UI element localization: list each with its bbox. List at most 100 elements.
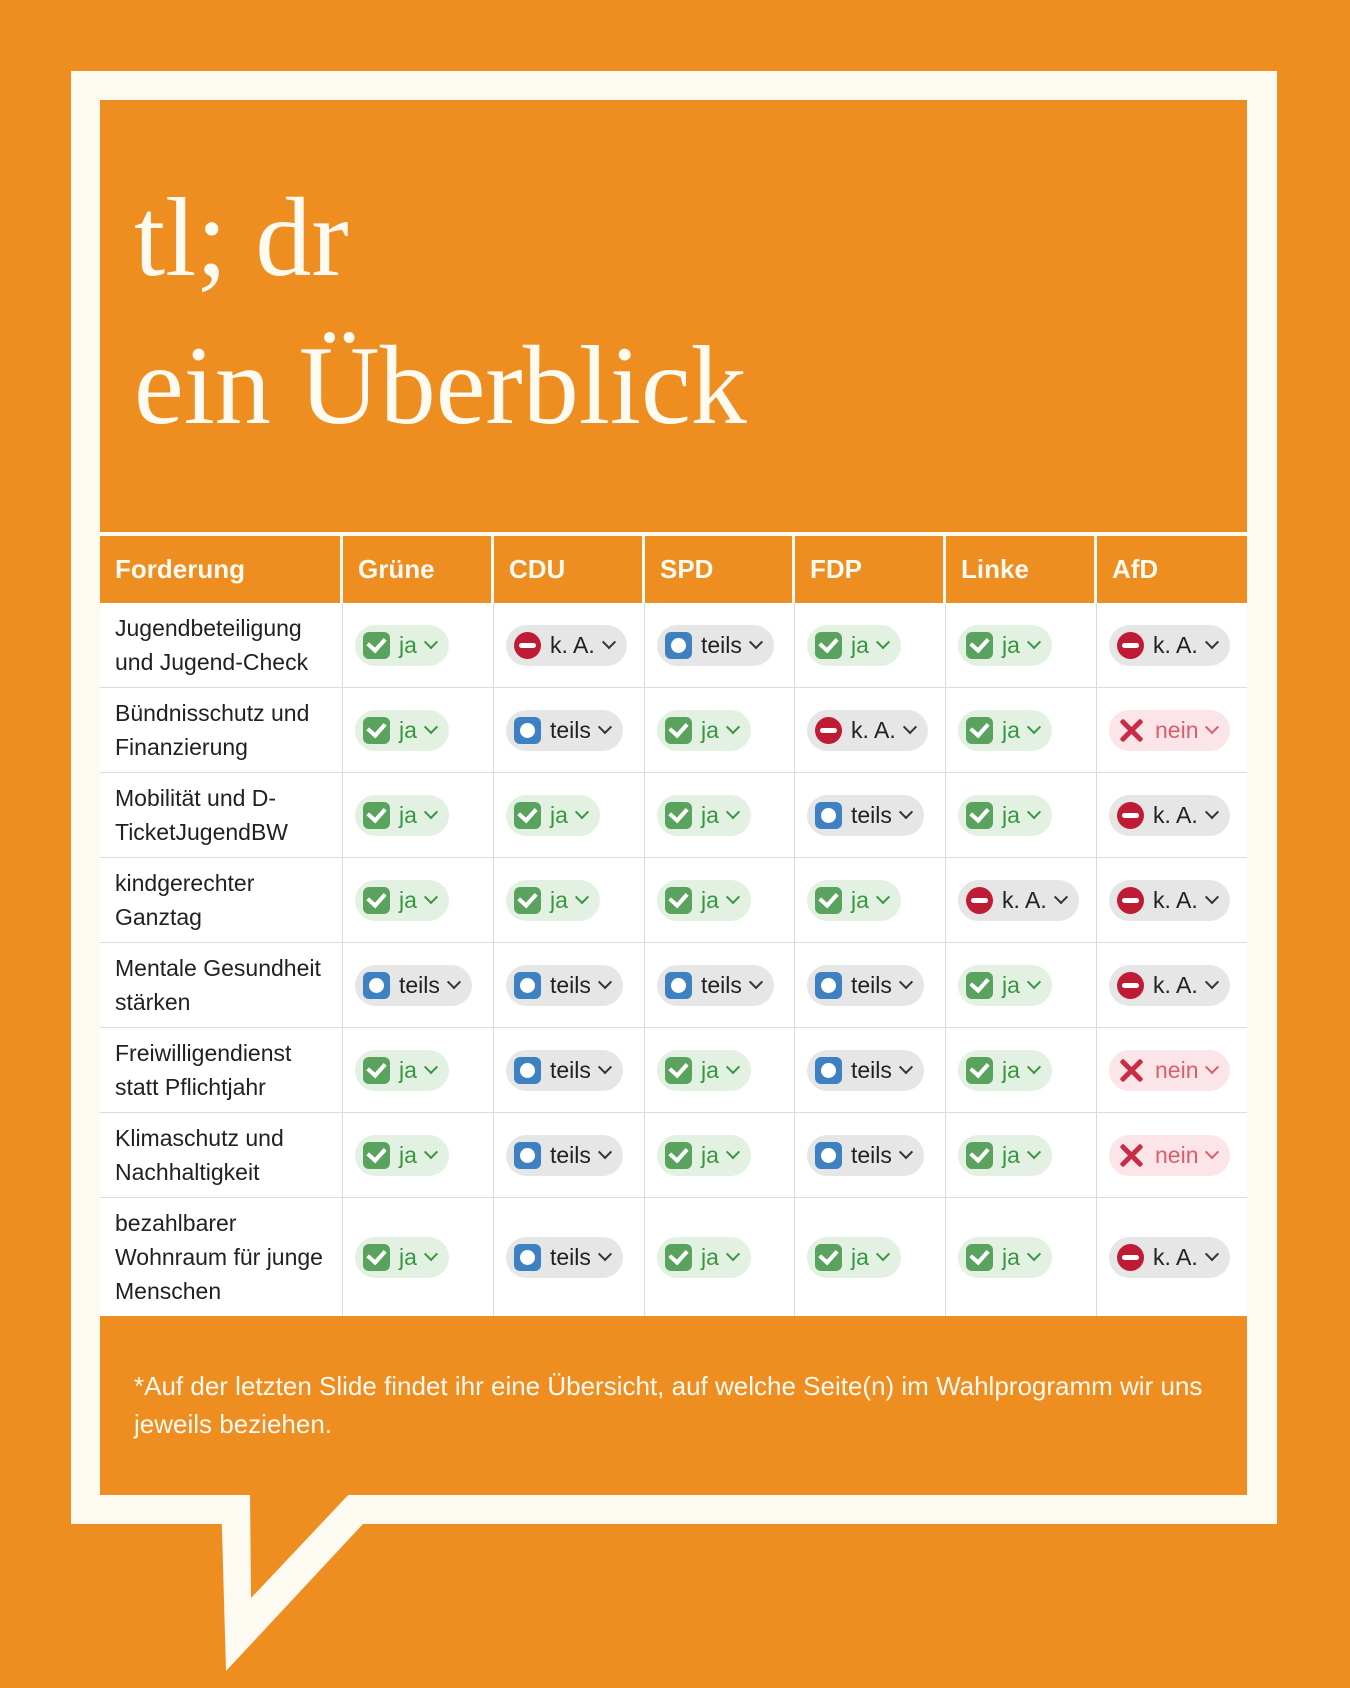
status-badge-teils[interactable]: teils	[506, 1134, 623, 1176]
chevron-down-icon	[423, 1145, 438, 1160]
status-label: ja	[1002, 1056, 1020, 1083]
status-badge-ja[interactable]: ja	[958, 964, 1052, 1006]
status-badge-ka[interactable]: k. A.	[506, 624, 627, 666]
status-badge-nein[interactable]: nein	[1109, 1049, 1231, 1091]
status-badge-teils[interactable]: teils	[657, 964, 774, 1006]
status-badge-ja[interactable]: ja	[958, 1134, 1052, 1176]
status-label: k. A.	[1153, 631, 1198, 658]
table-row: bezahlbarer Wohnraum für junge Menschen j…	[100, 1198, 1247, 1316]
status-badge-ja[interactable]: ja	[355, 1134, 449, 1176]
status-label: ja	[399, 1243, 417, 1270]
chevron-down-icon	[898, 1060, 913, 1075]
status-badge-ja[interactable]: ja	[657, 1134, 751, 1176]
status-badge-ja[interactable]: ja	[355, 709, 449, 751]
status-badge-ja[interactable]: ja	[657, 794, 751, 836]
status-badge-nein[interactable]: nein	[1109, 1134, 1231, 1176]
status-cell: ja	[645, 773, 795, 857]
status-badge-teils[interactable]: teils	[506, 964, 623, 1006]
status-cell: ja	[946, 1198, 1097, 1316]
status-label: k. A.	[1153, 1243, 1198, 1270]
status-badge-ja[interactable]: ja	[355, 794, 449, 836]
status-label: teils	[851, 1141, 892, 1168]
chevron-down-icon	[423, 635, 438, 650]
chevron-down-icon	[1204, 805, 1219, 820]
status-label: teils	[550, 1243, 591, 1270]
no-entry-icon	[1117, 631, 1144, 659]
chevron-down-icon	[597, 1247, 612, 1262]
status-badge-ja[interactable]: ja	[355, 1236, 449, 1278]
chevron-down-icon	[1026, 1145, 1041, 1160]
status-badge-ja[interactable]: ja	[807, 624, 901, 666]
status-badge-teils[interactable]: teils	[355, 964, 472, 1006]
status-badge-ja[interactable]: ja	[355, 879, 449, 921]
status-badge-ja[interactable]: ja	[657, 709, 751, 751]
status-badge-ja[interactable]: ja	[958, 624, 1052, 666]
check-icon	[966, 801, 993, 829]
status-badge-ka[interactable]: k. A.	[1109, 964, 1230, 1006]
status-cell: ja	[343, 603, 494, 687]
status-label: ja	[701, 1141, 719, 1168]
status-badge-ka[interactable]: k. A.	[1109, 1236, 1230, 1278]
status-badge-ka[interactable]: k. A.	[1109, 624, 1230, 666]
check-icon	[665, 801, 692, 829]
row-label: Bündnisschutz und Finanzierung	[100, 688, 343, 772]
status-label: teils	[550, 716, 591, 743]
status-cell: ja	[946, 688, 1097, 772]
status-badge-ka[interactable]: k. A.	[807, 709, 928, 751]
table-body: Jugendbeteiligung und Jugend-Check ja k. A…	[100, 603, 1247, 1316]
status-badge-ja[interactable]: ja	[355, 624, 449, 666]
status-cell: teils	[795, 1028, 946, 1112]
check-icon	[363, 631, 390, 659]
page-title-line2: ein Überblick	[134, 324, 747, 448]
chevron-down-icon	[1026, 635, 1041, 650]
check-icon	[514, 801, 541, 829]
status-badge-nein[interactable]: nein	[1109, 709, 1231, 751]
status-label: k. A.	[1153, 971, 1198, 998]
check-icon	[966, 1056, 993, 1084]
status-badge-ja[interactable]: ja	[506, 879, 600, 921]
status-badge-ja[interactable]: ja	[506, 794, 600, 836]
status-badge-ja[interactable]: ja	[958, 709, 1052, 751]
status-badge-teils[interactable]: teils	[657, 624, 774, 666]
status-cell: ja	[946, 603, 1097, 687]
check-icon	[966, 1243, 993, 1271]
status-badge-ja[interactable]: ja	[657, 879, 751, 921]
row-label: Freiwilligendienst statt Pflichtjahr	[100, 1028, 343, 1112]
chevron-down-icon	[446, 975, 461, 990]
status-badge-ja[interactable]: ja	[657, 1049, 751, 1091]
status-badge-ja[interactable]: ja	[355, 1049, 449, 1091]
status-label: ja	[399, 1056, 417, 1083]
status-cell: ja	[343, 773, 494, 857]
partial-circle-icon	[514, 971, 541, 999]
status-label: ja	[851, 886, 869, 913]
status-badge-ka[interactable]: k. A.	[1109, 794, 1230, 836]
chevron-down-icon	[875, 1247, 890, 1262]
no-entry-icon	[514, 631, 541, 659]
status-badge-ja[interactable]: ja	[958, 1236, 1052, 1278]
status-badge-ja[interactable]: ja	[657, 1236, 751, 1278]
chevron-down-icon	[898, 975, 913, 990]
status-badge-teils[interactable]: teils	[807, 1134, 924, 1176]
status-label: ja	[851, 1243, 869, 1270]
status-badge-teils[interactable]: teils	[807, 964, 924, 1006]
chevron-down-icon	[574, 890, 589, 905]
status-badge-ka[interactable]: k. A.	[958, 879, 1079, 921]
status-label: k. A.	[851, 716, 896, 743]
status-badge-ja[interactable]: ja	[958, 794, 1052, 836]
status-badge-teils[interactable]: teils	[506, 1049, 623, 1091]
status-badge-teils[interactable]: teils	[506, 1236, 623, 1278]
status-badge-ka[interactable]: k. A.	[1109, 879, 1230, 921]
status-badge-teils[interactable]: teils	[807, 794, 924, 836]
status-cell: ja	[795, 603, 946, 687]
page-title-line1: tl; dr	[134, 176, 349, 300]
column-header-afd: AfD	[1097, 536, 1247, 603]
check-icon	[363, 1243, 390, 1271]
status-badge-ja[interactable]: ja	[807, 1236, 901, 1278]
status-label: teils	[550, 971, 591, 998]
table-row: Freiwilligendienst statt Pflichtjahr ja te…	[100, 1028, 1247, 1113]
status-badge-teils[interactable]: teils	[807, 1049, 924, 1091]
status-badge-teils[interactable]: teils	[506, 709, 623, 751]
status-badge-ja[interactable]: ja	[958, 1049, 1052, 1091]
status-badge-ja[interactable]: ja	[807, 879, 901, 921]
chevron-down-icon	[1053, 890, 1068, 905]
